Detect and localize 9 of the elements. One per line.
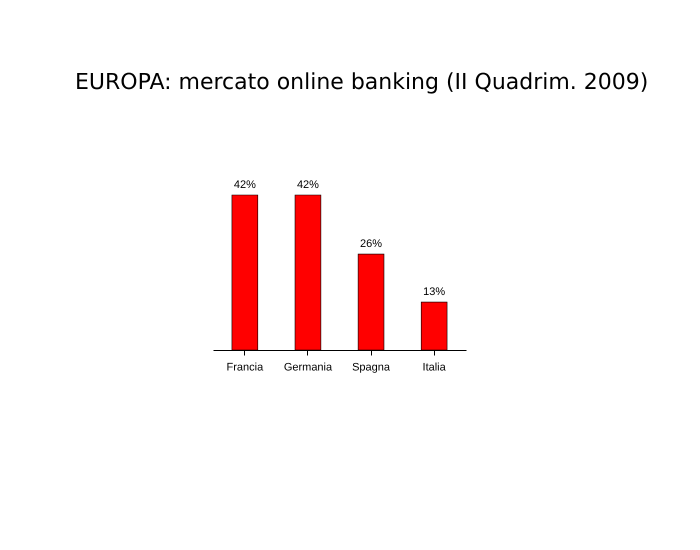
data-label: 42% <box>234 179 256 191</box>
x-tick-label: Spagna <box>352 362 391 374</box>
x-tick-label: Italia <box>422 362 447 374</box>
data-label: 42% <box>296 179 320 191</box>
data-label: 13% <box>423 286 446 298</box>
x-tick-label: Francia <box>226 362 264 374</box>
chart-title: EUROPA: mercato online banking (II Quadrim. 2009) <box>75 70 648 95</box>
data-label: 26% <box>360 238 382 250</box>
x-tick-label: Germania <box>284 362 333 374</box>
